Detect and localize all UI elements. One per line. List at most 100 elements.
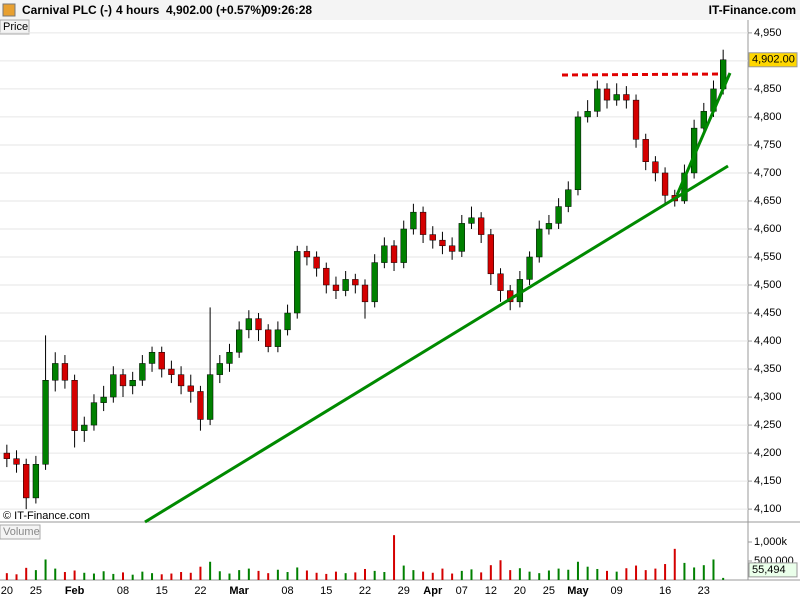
candle-body bbox=[352, 279, 359, 286]
candle-body bbox=[700, 111, 707, 129]
volume-bar bbox=[54, 568, 57, 580]
volume-bar bbox=[267, 573, 270, 580]
volume-bar bbox=[5, 573, 8, 580]
volume-bar bbox=[199, 566, 202, 580]
header-bar bbox=[0, 0, 800, 20]
time: 09:26:28 bbox=[264, 3, 312, 17]
volume-bar bbox=[412, 570, 415, 580]
y-tick-label: 4,850 bbox=[754, 83, 782, 95]
candle-body bbox=[468, 217, 475, 224]
candle-body bbox=[536, 228, 543, 258]
marks bbox=[0, 32, 752, 580]
volume-bar bbox=[170, 573, 173, 580]
watermark: © IT-Finance.com bbox=[3, 510, 90, 522]
candle-body bbox=[158, 351, 165, 370]
y-tick-label: 4,150 bbox=[754, 475, 782, 487]
volume-bar bbox=[63, 572, 66, 580]
volume-bar bbox=[441, 568, 444, 580]
candle-body bbox=[323, 267, 330, 286]
candle-body bbox=[303, 251, 311, 258]
volume-bar bbox=[693, 567, 696, 580]
y-tick-label: 4,400 bbox=[754, 335, 782, 347]
candle-body bbox=[497, 273, 504, 291]
last-price-box bbox=[748, 52, 798, 68]
x-tick-label: May bbox=[567, 585, 589, 597]
x-tick-label: 15 bbox=[156, 585, 168, 597]
x-tick-label: 22 bbox=[359, 585, 371, 597]
candle-body bbox=[613, 94, 620, 101]
volume-bar bbox=[122, 572, 124, 580]
candle-body bbox=[13, 458, 20, 465]
last-price-label: 4,902.00 bbox=[752, 54, 795, 66]
candle-body bbox=[226, 351, 233, 364]
candle-body bbox=[313, 256, 320, 269]
x-tick-label: Mar bbox=[229, 585, 249, 597]
volume-bar bbox=[15, 574, 18, 580]
volume-bar bbox=[151, 573, 154, 580]
volume-bar bbox=[286, 572, 289, 580]
candle-body bbox=[3, 452, 10, 459]
x-tick-label: 08 bbox=[117, 585, 129, 597]
volume-bar bbox=[586, 566, 589, 580]
volume-bar bbox=[315, 572, 318, 580]
candle-body bbox=[410, 211, 417, 230]
trend-line bbox=[675, 72, 732, 196]
volume-bar bbox=[722, 577, 725, 580]
x-tick-label: Feb bbox=[65, 585, 85, 597]
volume-bar bbox=[238, 570, 241, 580]
candle-body bbox=[642, 139, 649, 162]
y-tick-label: 4,650 bbox=[754, 195, 782, 207]
volume-bar bbox=[557, 568, 560, 580]
icon bbox=[2, 3, 16, 17]
volume-bar bbox=[112, 573, 115, 580]
candle-body bbox=[119, 374, 127, 387]
candle-body bbox=[419, 211, 427, 235]
candle-body bbox=[361, 284, 369, 303]
volume-bar bbox=[489, 565, 492, 580]
brand: IT-Finance.com bbox=[709, 3, 796, 17]
x-tick-label: 08 bbox=[281, 585, 293, 597]
candle-body bbox=[545, 223, 553, 230]
candle-body bbox=[71, 380, 78, 431]
volume-bar bbox=[528, 571, 531, 580]
y-tick-label: 4,500 bbox=[754, 279, 782, 291]
volume-bar bbox=[83, 572, 86, 580]
volume-bar bbox=[451, 573, 454, 580]
candle-body bbox=[90, 402, 98, 426]
candle-body bbox=[565, 189, 572, 207]
volume-bar bbox=[538, 573, 541, 580]
last-volume-box bbox=[748, 562, 798, 578]
candle-body bbox=[197, 391, 204, 420]
x-tick-label: 09 bbox=[611, 585, 623, 597]
volume-bar bbox=[325, 573, 328, 580]
candle-body bbox=[623, 94, 630, 101]
candle-body bbox=[400, 228, 407, 263]
volume-bar bbox=[141, 571, 144, 580]
candle-body bbox=[652, 161, 659, 174]
volume-bar bbox=[567, 569, 570, 580]
volume-bar bbox=[305, 570, 308, 580]
candle-body bbox=[110, 374, 117, 398]
y-tick-label: 4,250 bbox=[754, 419, 782, 431]
volume-bar bbox=[393, 535, 396, 580]
candle-body bbox=[265, 329, 272, 347]
candle-body bbox=[342, 279, 349, 291]
volume-bar bbox=[431, 572, 434, 580]
candle-body bbox=[187, 385, 194, 392]
volume-bar bbox=[664, 564, 667, 580]
y-tick-label: 4,700 bbox=[754, 167, 782, 179]
x-tick-label: 25 bbox=[30, 585, 42, 597]
volume-bar bbox=[383, 572, 386, 580]
volume-bar bbox=[131, 574, 134, 580]
volume-bar bbox=[189, 572, 192, 580]
volume-bar bbox=[635, 565, 638, 580]
y-tick-label: 4,800 bbox=[754, 111, 782, 123]
volume-bar bbox=[460, 570, 463, 580]
volume-bar bbox=[547, 570, 550, 580]
price-tag bbox=[0, 19, 30, 35]
candle-body bbox=[23, 464, 30, 499]
volume-bar bbox=[209, 561, 212, 580]
volume-bar bbox=[702, 565, 705, 580]
